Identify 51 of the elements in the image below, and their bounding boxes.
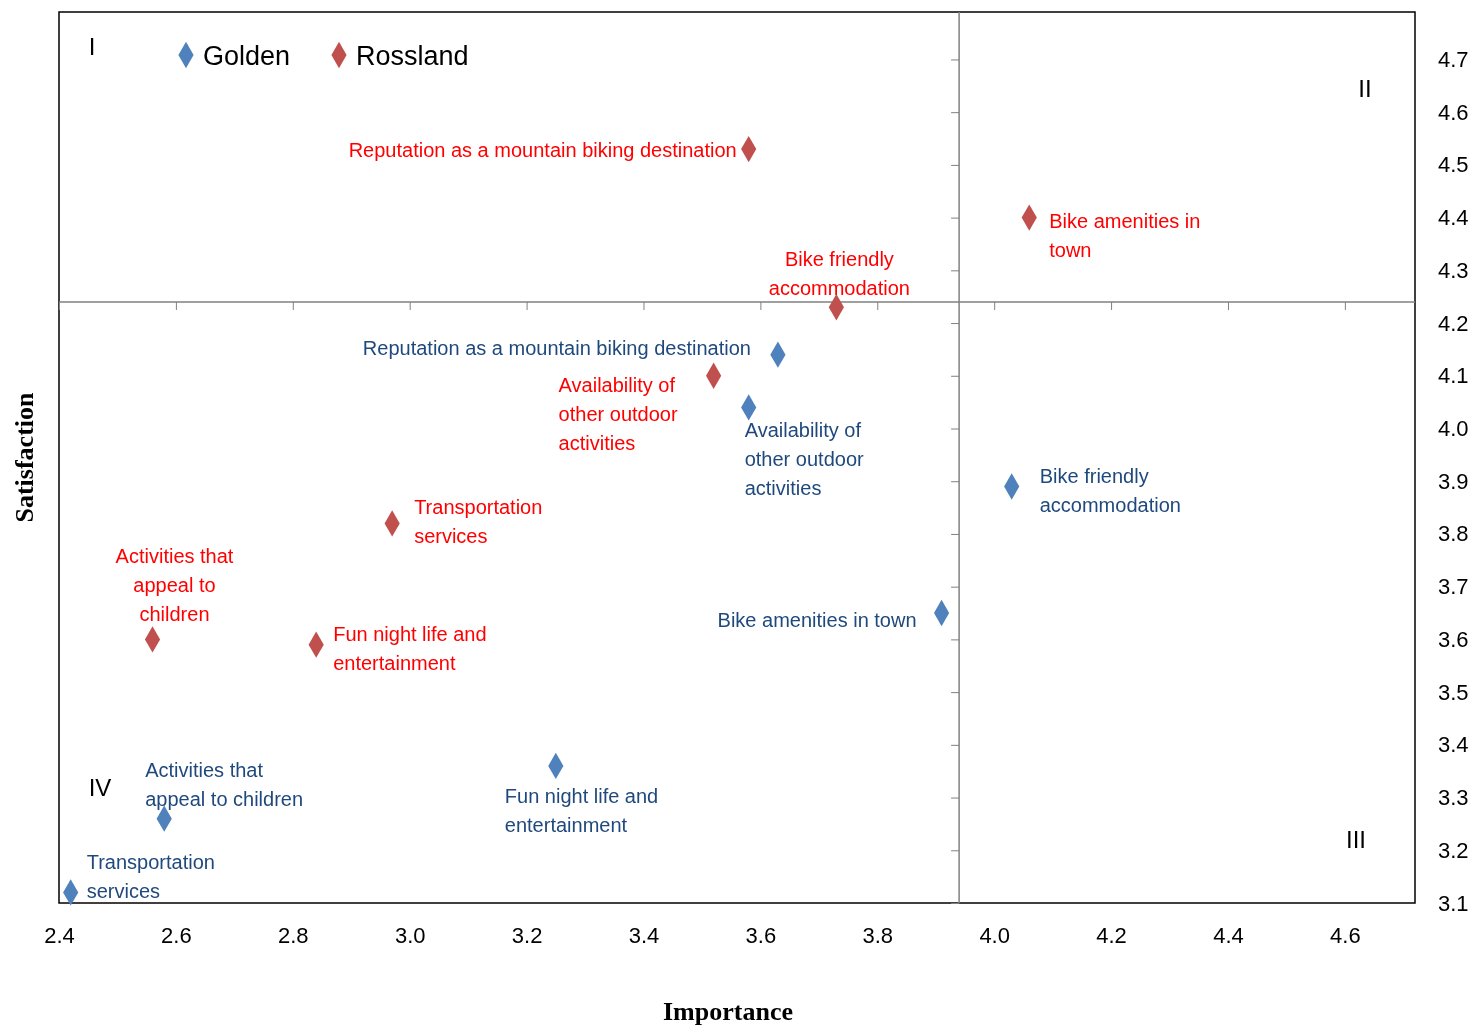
y-tick-label: 4.4 [1438,205,1469,231]
x-tick-label: 4.0 [979,922,1010,948]
x-axis-title: Importance [663,997,793,1026]
data-label: Availability of other outdoor activities [558,373,678,454]
annotation: III [1345,826,1367,853]
x-tick-label: 3.0 [394,922,426,948]
y-tick-label: 4.2 [1438,310,1469,336]
data-label: Bike amenities in town [1049,209,1201,261]
data-label: Reputation as a mountain biking destination [348,139,737,162]
legend-label: Rossland [356,41,469,71]
x-tick-label: 4.6 [1330,922,1361,948]
y-tick-label: 4.7 [1438,46,1469,72]
y-tick-label: 3.6 [1438,626,1469,652]
y-tick-label: 3.1 [1438,890,1469,916]
data-label: Availability of other outdoor activities [744,419,864,500]
y-axis-title: Satisfaction [10,391,39,523]
y-tick-label: 3.9 [1438,468,1469,494]
x-tick-label: 3.8 [862,922,894,948]
y-tick-label: 4.0 [1438,416,1469,442]
x-tick-label: 3.2 [511,922,543,948]
x-tick-label: 3.6 [745,922,777,948]
y-tick-label: 3.5 [1438,679,1469,705]
x-tick-label: 2.4 [44,922,75,948]
x-tick-label: 4.4 [1213,922,1244,948]
annotation: IV [88,774,112,801]
x-tick-label: 2.6 [161,922,192,948]
data-label: Activities that appeal to children [115,545,234,626]
data-label: Bike friendly accommodation [768,248,910,300]
annotation: I [88,33,96,60]
y-tick-label: 3.4 [1438,732,1469,758]
data-label: Transportation services [414,496,543,548]
y-tick-label: 4.3 [1438,257,1469,283]
annotation: II [1358,75,1372,102]
legend-label: Golden [203,41,291,71]
data-label: Activities that appeal to children [145,758,304,810]
y-tick-label: 3.7 [1438,574,1469,600]
x-tick-label: 2.8 [278,922,309,948]
data-label: Bike friendly accommodation [1039,465,1181,517]
data-label: Fun night life and entertainment [333,622,487,674]
data-label: Reputation as a mountain biking destination [362,336,751,359]
y-tick-label: 3.2 [1438,837,1469,863]
x-tick-label: 4.2 [1096,922,1127,948]
y-tick-label: 4.5 [1438,152,1469,178]
y-tick-label: 4.1 [1438,363,1469,389]
y-tick-label: 4.6 [1438,99,1469,125]
data-label: Fun night life and entertainment [504,784,659,836]
data-label: Transportation services [86,851,215,903]
y-tick-label: 3.3 [1438,785,1469,811]
x-tick-label: 3.4 [628,922,660,948]
data-label: Bike amenities in town [717,609,917,632]
y-tick-label: 3.8 [1438,521,1469,547]
